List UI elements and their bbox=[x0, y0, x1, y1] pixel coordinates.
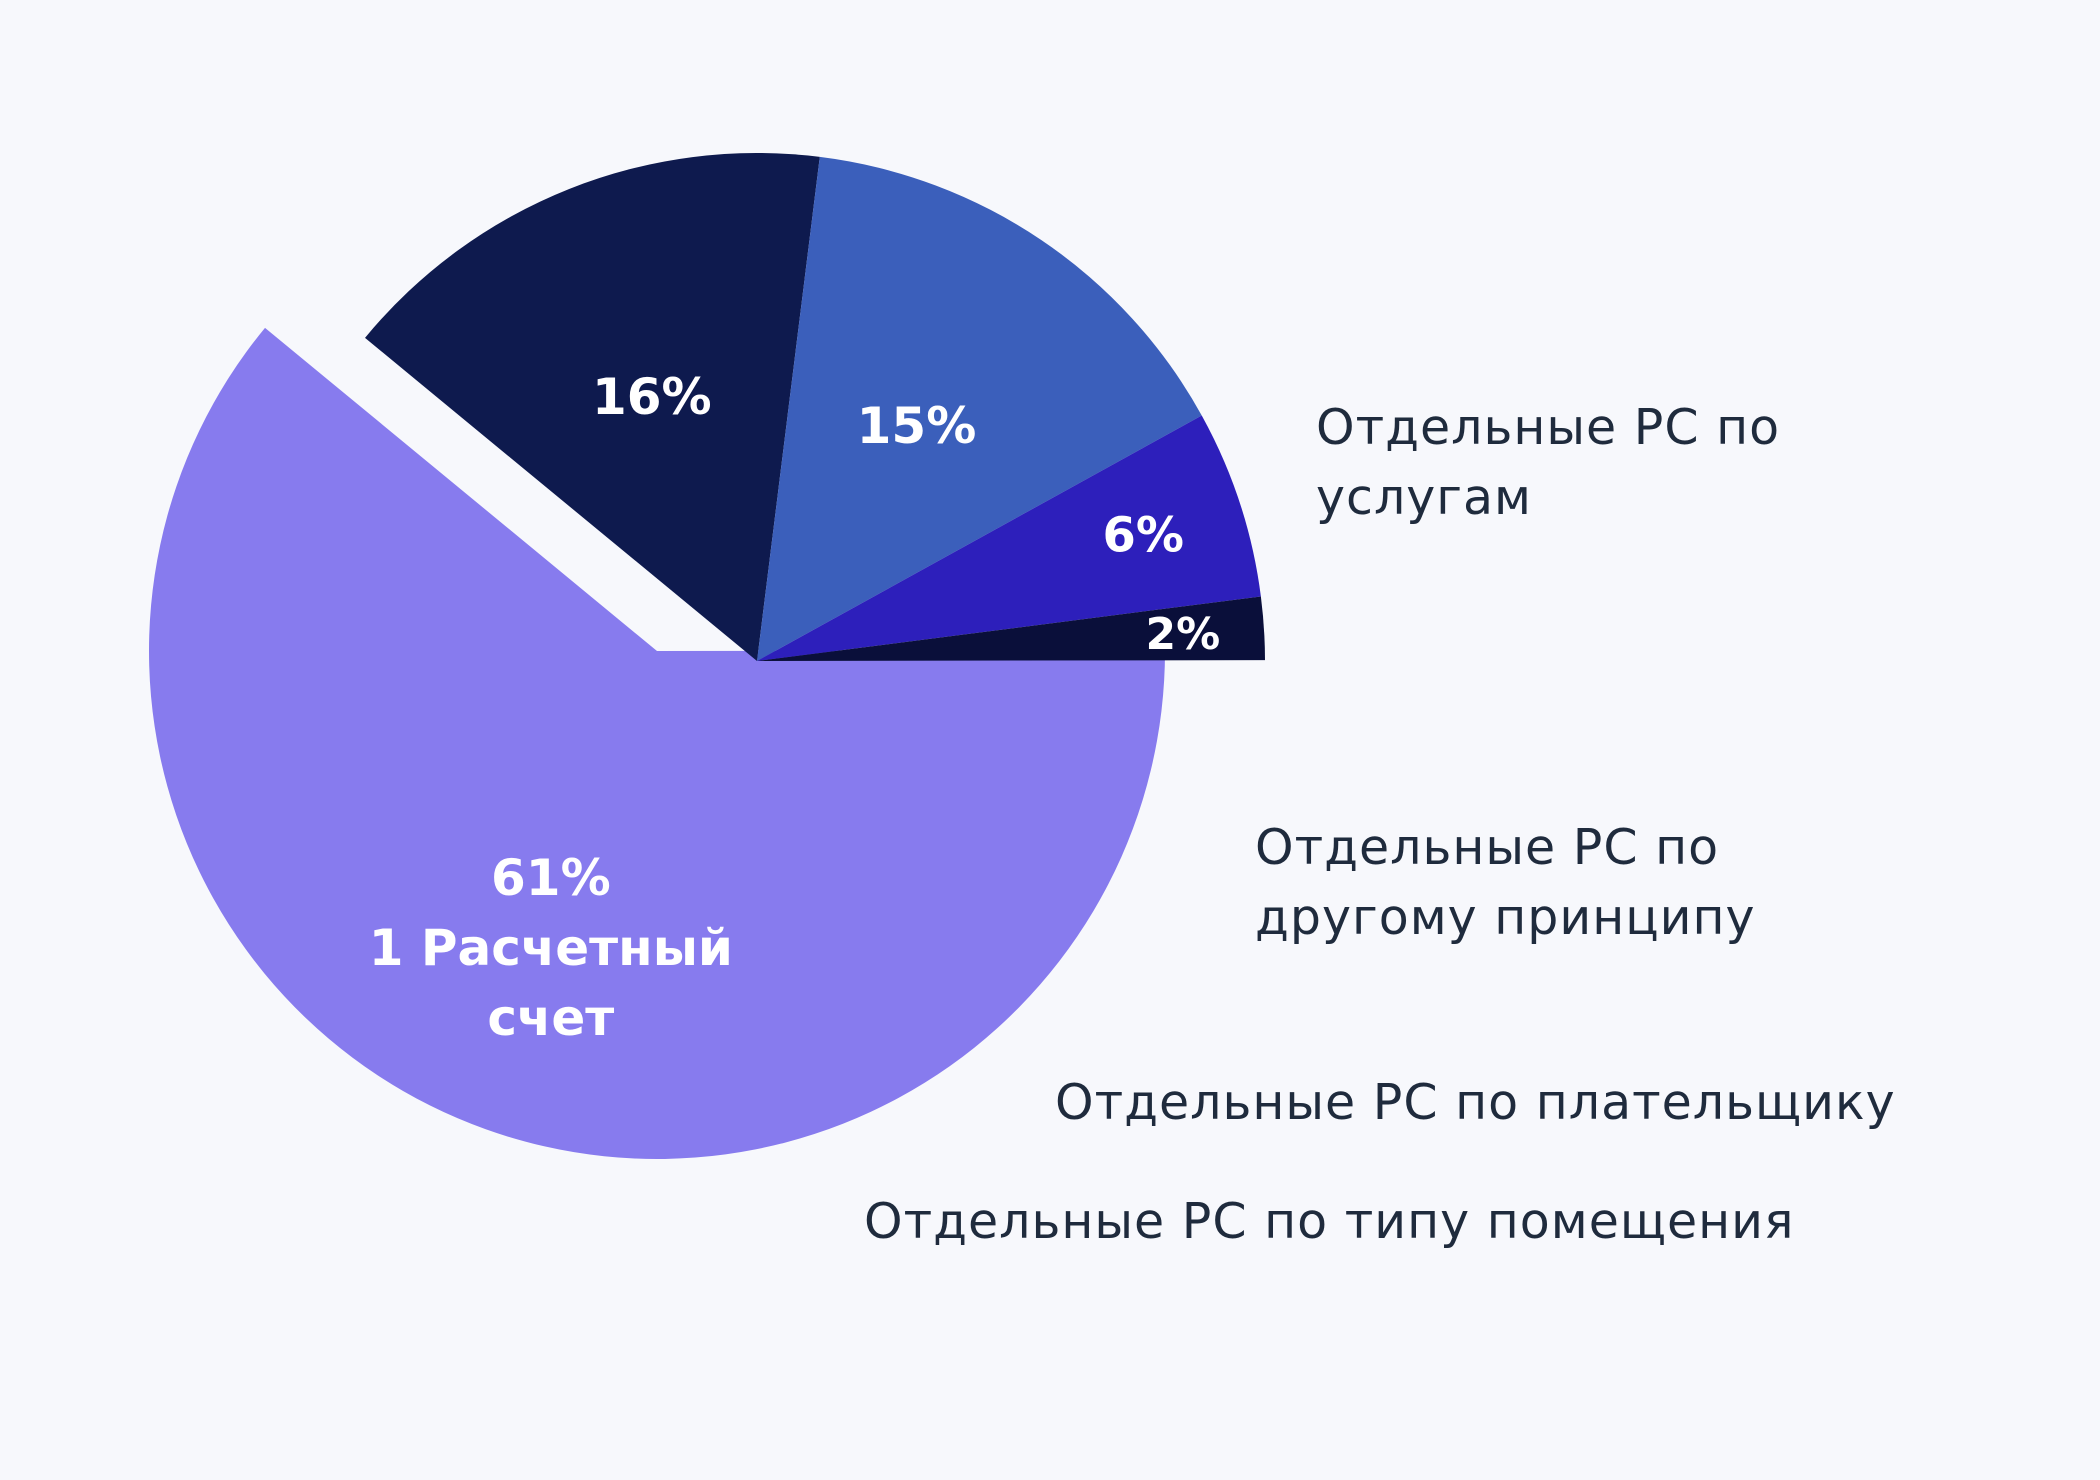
slice-value-services: 16% bbox=[592, 368, 712, 426]
legend-label-payer-line1: Отдельные РС по плательщику bbox=[1055, 1074, 1896, 1131]
legend-label-services: Отдельные РС по услугам bbox=[1316, 393, 1780, 533]
pie-slice-other-principle bbox=[757, 156, 1202, 661]
slice-value-room-type: 2% bbox=[1145, 609, 1220, 660]
slice-value-single-account: 61% bbox=[491, 849, 611, 907]
legend-label-room-type: Отдельные РС по типу помещения bbox=[864, 1187, 1795, 1257]
pie-slice-single-account bbox=[148, 327, 1166, 1159]
legend-label-other-principle-line1: Отдельные РС по bbox=[1255, 819, 1720, 876]
slice-value-other-principle: 15% bbox=[857, 397, 977, 455]
legend-label-payer: Отдельные РС по плательщику bbox=[1055, 1068, 1896, 1138]
pie-slice-services bbox=[365, 152, 820, 661]
pie-slice-room-type bbox=[757, 596, 1265, 661]
slice-caption-single-account-2: счет bbox=[487, 989, 614, 1047]
legend-label-services-line2: услугам bbox=[1316, 469, 1532, 526]
legend-label-services-line1: Отдельные РС по bbox=[1316, 399, 1781, 456]
legend-label-other-principle: Отдельные РС по другому принципу bbox=[1255, 813, 1756, 953]
pie-slice-payer bbox=[757, 415, 1261, 661]
slice-caption-single-account-1: 1 Расчетный bbox=[369, 919, 733, 977]
slice-value-payer: 6% bbox=[1103, 508, 1185, 564]
legend-label-other-principle-line2: другому принципу bbox=[1255, 889, 1756, 946]
legend-label-room-type-line1: Отдельные РС по типу помещения bbox=[864, 1193, 1795, 1250]
